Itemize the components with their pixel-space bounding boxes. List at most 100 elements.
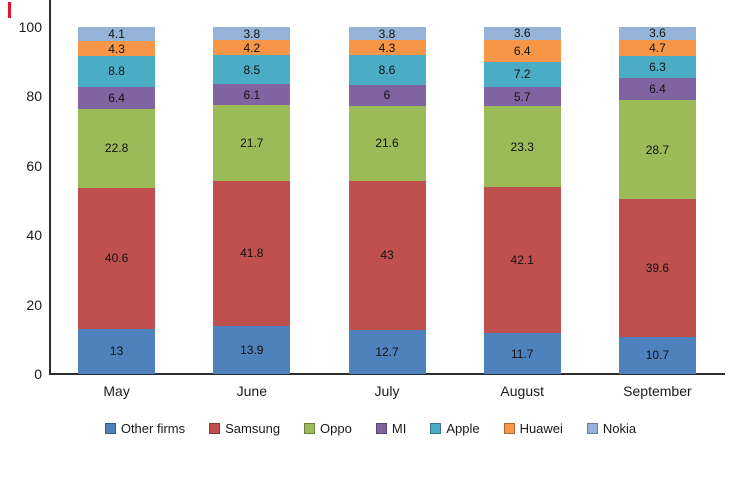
segment-value-label: 6 bbox=[383, 88, 391, 103]
bar-segment-july-samsung: 43 bbox=[348, 180, 426, 330]
y-tick-label-80: 80 bbox=[26, 88, 42, 105]
stacked-bar-may: 13 40.6 22.8 6.4 8.8 4.3 4.1 bbox=[78, 27, 156, 374]
legend: Other firms Samsung Oppo MI Apple Huawei Nokia bbox=[0, 421, 741, 436]
bar-segment-july-mi: 6 bbox=[348, 84, 426, 106]
bar-segment-september-huawei: 4.7 bbox=[618, 39, 696, 56]
bar-segment-june-apple: 8.5 bbox=[213, 54, 291, 85]
stacked-bar-september: 10.7 39.6 28.7 6.4 6.3 4.7 3.6 bbox=[618, 27, 696, 374]
segment-value-label: 4.2 bbox=[243, 40, 261, 55]
legend-item-huawei: Huawei bbox=[503, 421, 563, 436]
segment-value-label: 3.8 bbox=[378, 26, 396, 41]
segment-value-label: 6.4 bbox=[649, 81, 666, 96]
bar-segment-september-samsung: 39.6 bbox=[618, 199, 696, 337]
segment-value-label: 43 bbox=[380, 248, 394, 263]
y-tick-label-0: 0 bbox=[34, 366, 42, 382]
bar-segment-may-huawei: 4.3 bbox=[78, 41, 156, 57]
segment-value-label: 8.8 bbox=[108, 64, 125, 79]
x-tick-label-june: June bbox=[236, 383, 267, 399]
legend-item-mi: MI bbox=[375, 421, 407, 436]
bar-segment-september-other-firms: 10.7 bbox=[618, 336, 696, 374]
segment-value-label: 4.3 bbox=[108, 41, 125, 56]
legend-item-apple: Apple bbox=[430, 421, 480, 436]
bar-segment-august-mi: 5.7 bbox=[483, 86, 561, 107]
legend-label: Huawei bbox=[519, 421, 563, 436]
bar-slot-august: 11.7 42.1 23.3 5.7 7.2 6.4 3.6 bbox=[455, 27, 590, 374]
x-tick-label-may: May bbox=[103, 383, 130, 399]
y-tick-label-20: 20 bbox=[26, 296, 42, 313]
legend-label: Nokia bbox=[602, 421, 637, 436]
legend-label: MI bbox=[391, 421, 407, 436]
bar-segment-july-huawei: 4.3 bbox=[348, 40, 426, 56]
segment-value-label: 6.4 bbox=[108, 90, 125, 105]
bar-segment-august-apple: 7.2 bbox=[483, 61, 561, 87]
legend-label: Oppo bbox=[320, 421, 352, 436]
legend-swatch-mi bbox=[375, 423, 387, 434]
segment-value-label: 4.7 bbox=[649, 40, 666, 55]
legend-item-samsung: Samsung bbox=[209, 421, 280, 436]
stacked-bar-august: 11.7 42.1 23.3 5.7 7.2 6.4 3.6 bbox=[483, 27, 561, 374]
x-tick-label-september: September bbox=[623, 383, 692, 399]
bar-segment-july-apple: 8.6 bbox=[348, 55, 426, 85]
stacked-bar-june: 13.9 41.8 21.7 6.1 8.5 4.2 3.8 bbox=[213, 27, 291, 374]
segment-value-label: 21.7 bbox=[240, 136, 264, 151]
segment-value-label: 6.1 bbox=[243, 87, 261, 102]
bar-segment-july-nokia: 3.8 bbox=[348, 26, 426, 41]
legend-label: Apple bbox=[446, 421, 480, 436]
legend-label: Samsung bbox=[225, 421, 281, 436]
bar-segment-may-nokia: 4.1 bbox=[78, 27, 156, 42]
segment-value-label: 4.1 bbox=[108, 27, 125, 42]
x-tick-label-august: August bbox=[500, 383, 544, 399]
bar-segment-may-apple: 8.8 bbox=[78, 56, 156, 87]
segment-value-label: 39.6 bbox=[645, 261, 670, 276]
x-tick-label-july: July bbox=[374, 383, 400, 399]
bar-segment-august-nokia: 3.6 bbox=[483, 27, 561, 40]
segment-value-label: 28.7 bbox=[645, 142, 670, 157]
segment-value-label: 12.7 bbox=[375, 344, 399, 359]
segment-value-label: 41.8 bbox=[240, 246, 264, 261]
bar-segment-september-apple: 6.3 bbox=[618, 55, 696, 78]
bar-segment-august-oppo: 23.3 bbox=[483, 106, 561, 188]
segment-value-label: 10.7 bbox=[645, 348, 670, 363]
bar-segment-june-oppo: 21.7 bbox=[213, 105, 291, 181]
segment-value-label: 13 bbox=[109, 344, 124, 359]
segment-value-label: 6.4 bbox=[513, 43, 531, 58]
bar-segment-may-mi: 6.4 bbox=[78, 86, 156, 109]
bar-segment-june-huawei: 4.2 bbox=[213, 40, 291, 55]
segment-value-label: 4.3 bbox=[378, 40, 396, 55]
bar-segment-september-mi: 6.4 bbox=[618, 77, 696, 100]
bar-slot-june: 13.9 41.8 21.7 6.1 8.5 4.2 3.8 bbox=[184, 27, 319, 374]
legend-swatch-apple bbox=[430, 423, 442, 434]
segment-value-label: 8.6 bbox=[378, 63, 396, 78]
bar-slot-september: 10.7 39.6 28.7 6.4 6.3 4.7 3.6 bbox=[590, 27, 725, 374]
bar-segment-august-huawei: 6.4 bbox=[483, 39, 561, 62]
bar-segment-august-samsung: 42.1 bbox=[483, 187, 561, 334]
stacked-bar-july: 12.7 43 21.6 6 8.6 4.3 3.8 bbox=[348, 26, 426, 374]
segment-value-label: 5.7 bbox=[513, 89, 531, 104]
y-tick-label-40: 40 bbox=[26, 227, 42, 244]
segment-value-label: 23.3 bbox=[510, 139, 534, 154]
bar-segment-september-oppo: 28.7 bbox=[618, 99, 696, 200]
bar-segment-may-oppo: 22.8 bbox=[78, 108, 156, 189]
legend-item-oppo: Oppo bbox=[304, 421, 352, 436]
segment-value-label: 6.3 bbox=[649, 59, 666, 74]
bar-slot-may: 13 40.6 22.8 6.4 8.8 4.3 4.1 bbox=[49, 27, 184, 374]
bar-segment-may-other-firms: 13 bbox=[78, 328, 156, 374]
y-axis-tick-labels: 0 20 40 60 80 100 bbox=[0, 0, 42, 477]
x-axis-tick-labels: May June July August September bbox=[49, 383, 725, 399]
legend-label: Other firms bbox=[120, 421, 186, 436]
y-tick-label-100: 100 bbox=[18, 19, 42, 35]
legend-swatch-nokia bbox=[586, 423, 598, 434]
legend-swatch-samsung bbox=[209, 423, 221, 434]
segment-value-label: 13.9 bbox=[240, 342, 264, 357]
bar-segment-june-samsung: 41.8 bbox=[213, 180, 291, 326]
bar-segment-july-other-firms: 12.7 bbox=[348, 329, 426, 374]
segment-value-label: 7.2 bbox=[513, 67, 531, 82]
red-mark bbox=[8, 2, 11, 18]
bar-segment-july-oppo: 21.6 bbox=[348, 105, 426, 181]
x-axis-line bbox=[49, 373, 725, 375]
bar-slot-july: 12.7 43 21.6 6 8.6 4.3 3.8 bbox=[319, 27, 454, 374]
segment-value-label: 21.6 bbox=[375, 136, 399, 151]
segment-value-label: 22.8 bbox=[104, 141, 129, 156]
segment-value-label: 40.6 bbox=[104, 251, 129, 266]
